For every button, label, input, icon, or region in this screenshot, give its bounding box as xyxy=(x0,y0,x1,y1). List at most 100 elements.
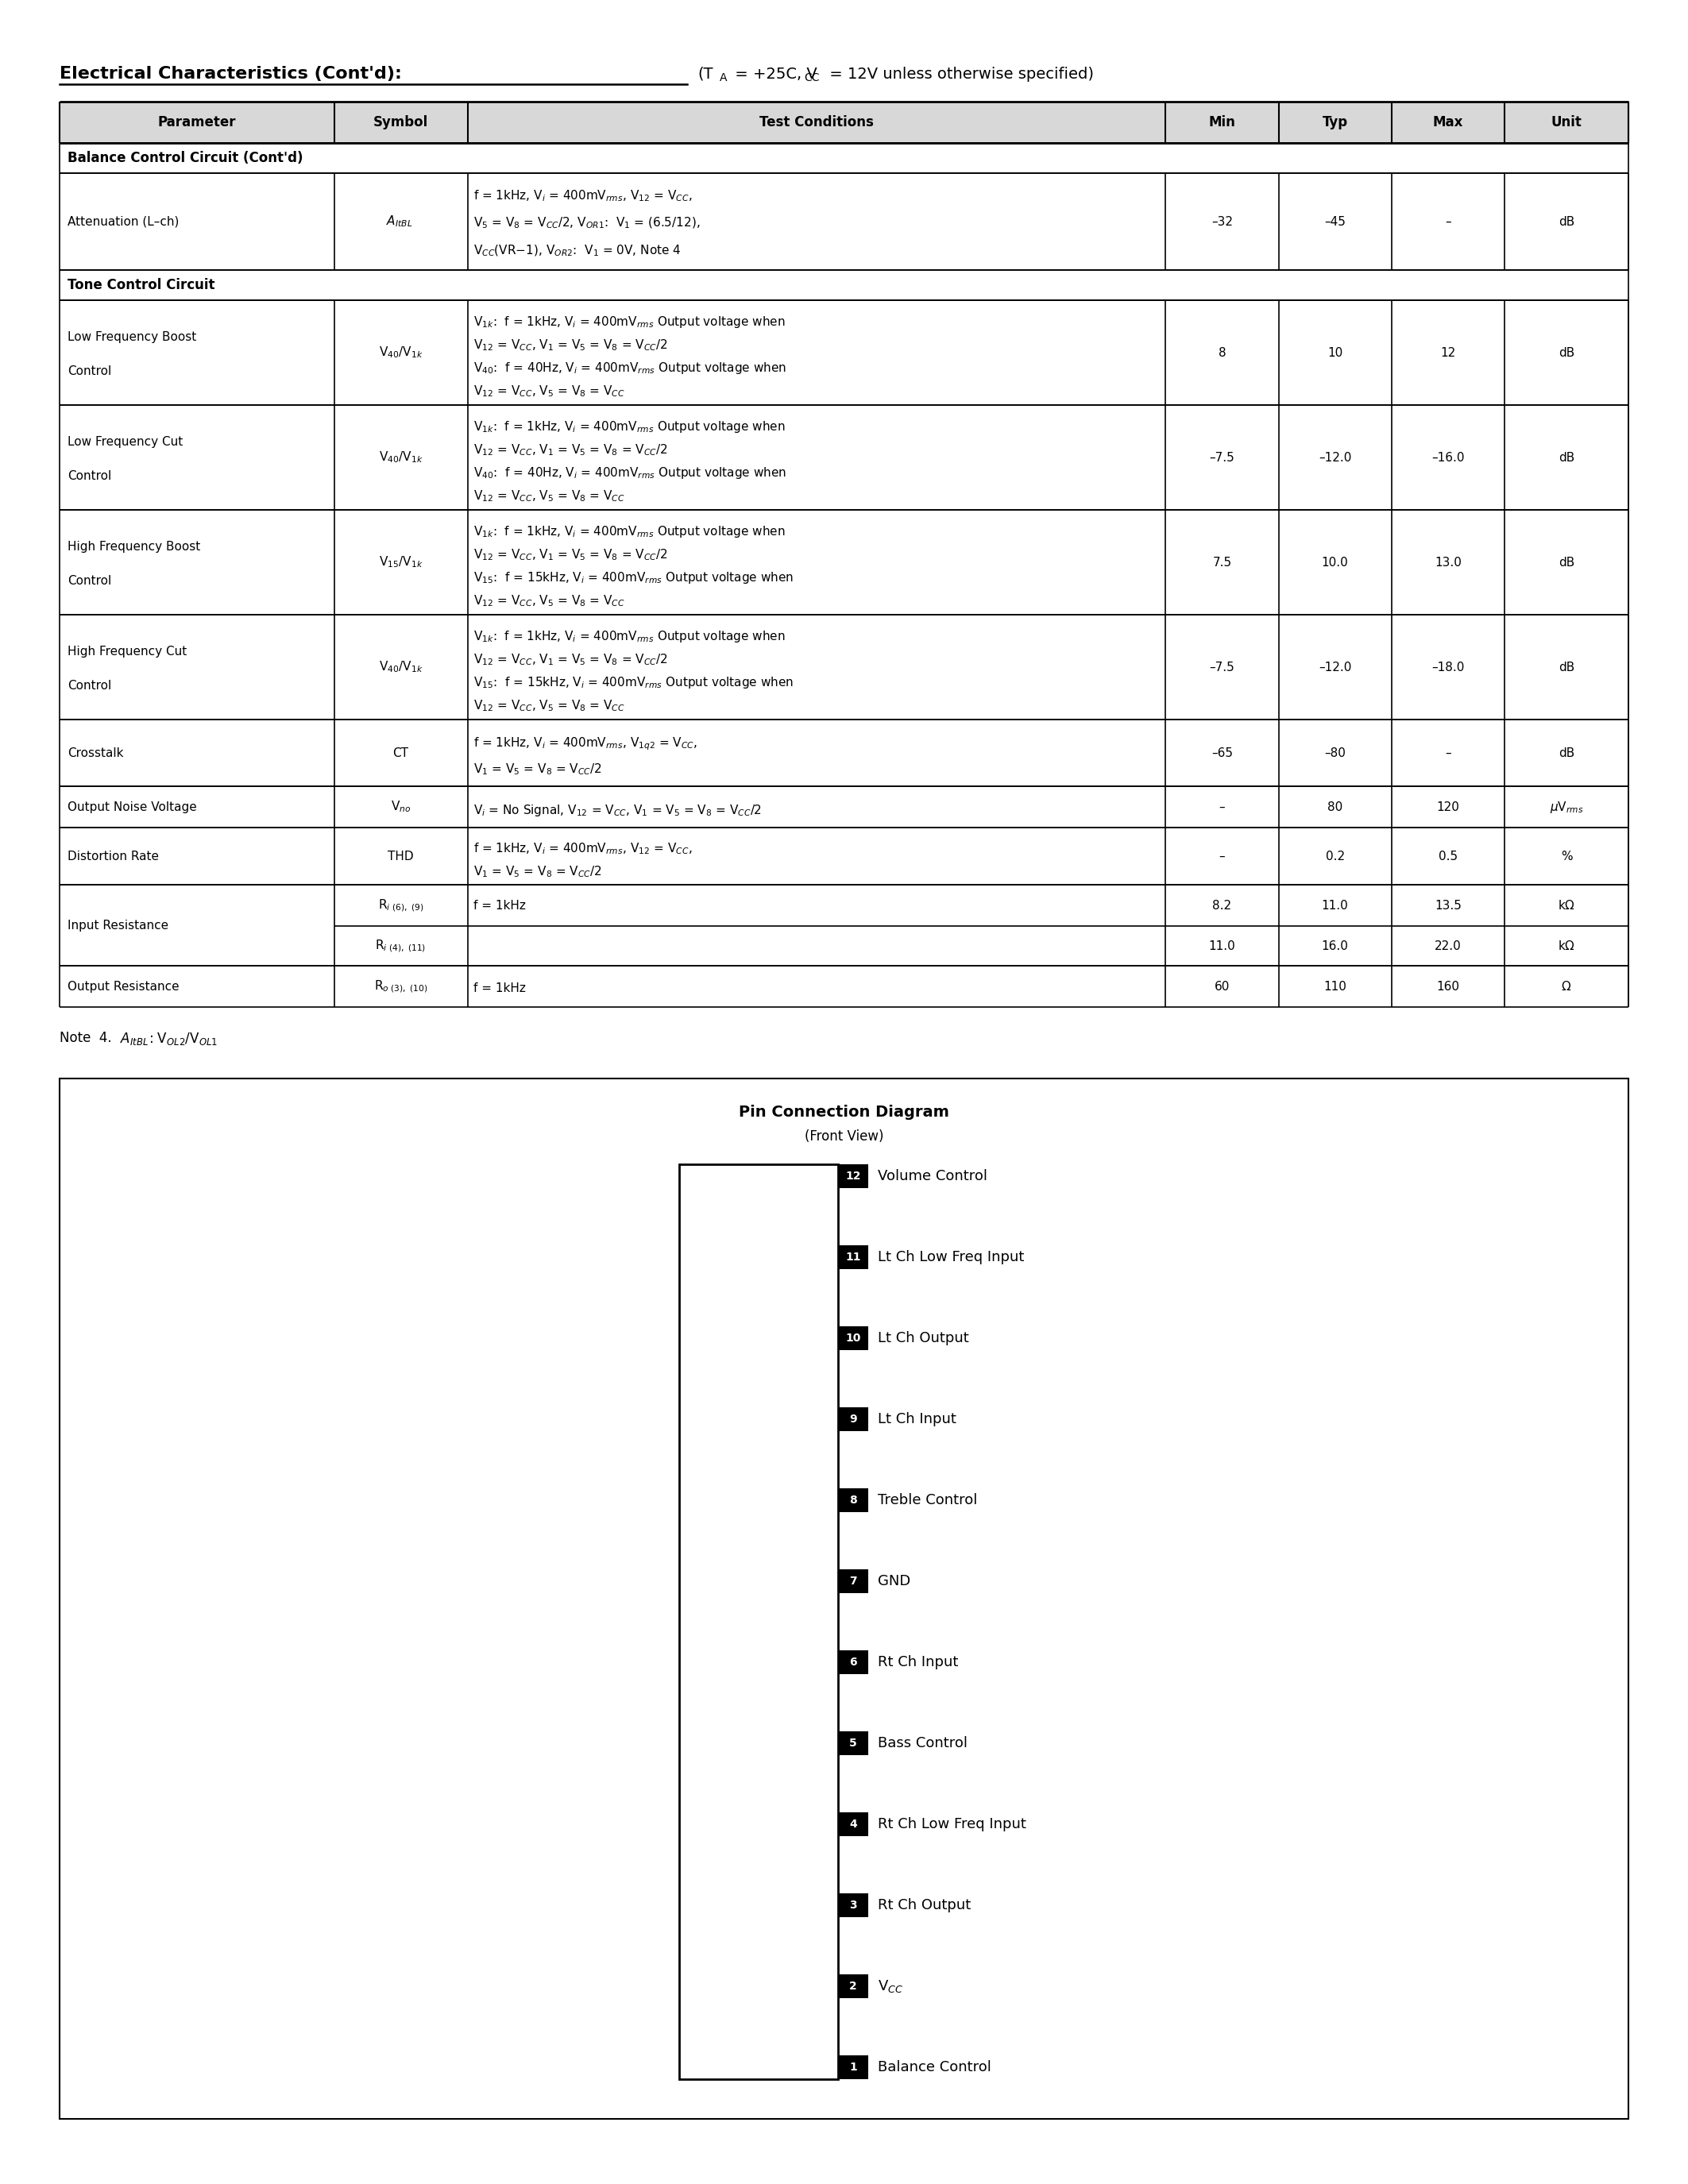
Text: 8.2: 8.2 xyxy=(1212,900,1232,911)
Text: f = 1kHz, V$_i$ = 400mV$_{rms}$, V$_{1q2}$ = V$_{CC}$,: f = 1kHz, V$_i$ = 400mV$_{rms}$, V$_{1q2… xyxy=(474,736,699,751)
Text: 0.2: 0.2 xyxy=(1325,850,1345,863)
Text: –7.5: –7.5 xyxy=(1210,452,1234,463)
Text: 9: 9 xyxy=(849,1413,858,1424)
Text: V$_{1k}$:  f = 1kHz, V$_i$ = 400mV$_{rms}$ Output voltage when: V$_{1k}$: f = 1kHz, V$_i$ = 400mV$_{rms}… xyxy=(474,629,785,644)
Text: V$_{12}$ = V$_{CC}$, V$_5$ = V$_8$ = V$_{CC}$: V$_{12}$ = V$_{CC}$, V$_5$ = V$_8$ = V$_… xyxy=(474,594,625,609)
Text: V$_{no}$: V$_{no}$ xyxy=(390,799,410,815)
Text: Symbol: Symbol xyxy=(373,116,429,129)
Text: Volume Control: Volume Control xyxy=(878,1168,987,1184)
Text: Tone Control Circuit: Tone Control Circuit xyxy=(68,277,214,293)
Text: 7.5: 7.5 xyxy=(1212,557,1232,568)
Text: 5: 5 xyxy=(849,1738,858,1749)
Text: 80: 80 xyxy=(1327,802,1342,812)
Text: GND: GND xyxy=(878,1575,910,1588)
Bar xyxy=(837,1813,868,1837)
Text: dB: dB xyxy=(1558,557,1575,568)
Text: R$_{o\ (3),\ (10)}$: R$_{o\ (3),\ (10)}$ xyxy=(373,978,427,994)
Text: f = 1kHz, V$_i$ = 400mV$_{rms}$, V$_{12}$ = V$_{CC}$,: f = 1kHz, V$_i$ = 400mV$_{rms}$, V$_{12}… xyxy=(474,188,692,203)
Text: 3: 3 xyxy=(849,1900,858,1911)
Text: V$_{12}$ = V$_{CC}$, V$_1$ = V$_5$ = V$_8$ = V$_{CC}$/2: V$_{12}$ = V$_{CC}$, V$_1$ = V$_5$ = V$_… xyxy=(474,548,668,561)
Text: R$_{i\ (4),\ (11)}$: R$_{i\ (4),\ (11)}$ xyxy=(375,939,427,954)
Text: Control: Control xyxy=(68,470,111,483)
Text: –: – xyxy=(1219,802,1225,812)
Text: –: – xyxy=(1445,747,1452,758)
Bar xyxy=(837,1651,868,1675)
Text: Low Frequency Cut: Low Frequency Cut xyxy=(68,437,182,448)
Text: 8: 8 xyxy=(1219,347,1225,358)
Bar xyxy=(837,1164,868,1188)
Text: 22.0: 22.0 xyxy=(1435,939,1462,952)
Text: Rt Ch Output: Rt Ch Output xyxy=(878,1898,971,1913)
Text: k$\Omega$: k$\Omega$ xyxy=(1558,939,1575,952)
Bar xyxy=(837,1487,868,1511)
Bar xyxy=(837,1732,868,1756)
Text: A$_{ItBL}$: A$_{ItBL}$ xyxy=(387,214,412,229)
Text: 8: 8 xyxy=(849,1494,858,1505)
Text: (T: (T xyxy=(697,66,712,81)
Text: = 12V unless otherwise specified): = 12V unless otherwise specified) xyxy=(824,66,1094,81)
Text: V$_{CC}$: V$_{CC}$ xyxy=(878,1979,903,1994)
Text: CT: CT xyxy=(393,747,408,758)
Text: V$_{15}$:  f = 15kHz, V$_i$ = 400mV$_{rms}$ Output voltage when: V$_{15}$: f = 15kHz, V$_i$ = 400mV$_{rms… xyxy=(474,570,793,585)
Text: Bass Control: Bass Control xyxy=(878,1736,967,1749)
Text: A$_{ItBL}$: A$_{ItBL}$ xyxy=(120,1031,149,1046)
Text: Rt Ch Low Freq Input: Rt Ch Low Freq Input xyxy=(878,1817,1026,1832)
Text: –: – xyxy=(1445,216,1452,227)
Text: High Frequency Cut: High Frequency Cut xyxy=(68,646,187,657)
Text: V$_{12}$ = V$_{CC}$, V$_5$ = V$_8$ = V$_{CC}$: V$_{12}$ = V$_{CC}$, V$_5$ = V$_8$ = V$_… xyxy=(474,489,625,505)
Text: Low Frequency Boost: Low Frequency Boost xyxy=(68,332,196,343)
Text: 10.0: 10.0 xyxy=(1322,557,1349,568)
Text: THD: THD xyxy=(388,850,414,863)
Text: 12: 12 xyxy=(1440,347,1455,358)
Text: Electrical Characteristics (Cont'd):: Electrical Characteristics (Cont'd): xyxy=(59,66,402,81)
Text: V$_{15}$:  f = 15kHz, V$_i$ = 400mV$_{rms}$ Output voltage when: V$_{15}$: f = 15kHz, V$_i$ = 400mV$_{rms… xyxy=(474,675,793,690)
Text: Parameter: Parameter xyxy=(157,116,236,129)
Text: $\Omega$: $\Omega$ xyxy=(1561,981,1572,994)
Text: 16.0: 16.0 xyxy=(1322,939,1349,952)
Text: V$_1$ = V$_5$ = V$_8$ = V$_{CC}$/2: V$_1$ = V$_5$ = V$_8$ = V$_{CC}$/2 xyxy=(474,865,603,878)
Text: Balance Control Circuit (Cont'd): Balance Control Circuit (Cont'd) xyxy=(68,151,304,166)
Text: –7.5: –7.5 xyxy=(1210,662,1234,673)
Bar xyxy=(837,1570,868,1592)
Text: V$_{12}$ = V$_{CC}$, V$_1$ = V$_5$ = V$_8$ = V$_{CC}$/2: V$_{12}$ = V$_{CC}$, V$_1$ = V$_5$ = V$_… xyxy=(474,653,668,666)
Bar xyxy=(837,1974,868,1998)
Text: Lt Ch Output: Lt Ch Output xyxy=(878,1330,969,1345)
Text: 10: 10 xyxy=(1327,347,1342,358)
Text: 120: 120 xyxy=(1436,802,1460,812)
Text: V$_{1k}$:  f = 1kHz, V$_i$ = 400mV$_{rms}$ Output voltage when: V$_{1k}$: f = 1kHz, V$_i$ = 400mV$_{rms}… xyxy=(474,314,785,330)
Text: Input Resistance: Input Resistance xyxy=(68,919,169,930)
Text: V$_i$ = No Signal, V$_{12}$ = V$_{CC}$, V$_1$ = V$_5$ = V$_8$ = V$_{CC}$/2: V$_i$ = No Signal, V$_{12}$ = V$_{CC}$, … xyxy=(474,804,763,817)
Text: Distortion Rate: Distortion Rate xyxy=(68,850,159,863)
Text: –18.0: –18.0 xyxy=(1431,662,1465,673)
Text: Rt Ch Input: Rt Ch Input xyxy=(878,1655,959,1669)
Text: V$_{CC}$(VR$-$1), V$_{OR2}$:  V$_1$ = 0V, Note 4: V$_{CC}$(VR$-$1), V$_{OR2}$: V$_1$ = 0V,… xyxy=(474,245,682,258)
Text: V$_{40}$/V$_{1k}$: V$_{40}$/V$_{1k}$ xyxy=(378,450,424,465)
Text: 11.0: 11.0 xyxy=(1322,900,1349,911)
Text: Crosstalk: Crosstalk xyxy=(68,747,123,758)
Text: Lt Ch Low Freq Input: Lt Ch Low Freq Input xyxy=(878,1249,1025,1265)
Text: V$_{12}$ = V$_{CC}$, V$_1$ = V$_5$ = V$_8$ = V$_{CC}$/2: V$_{12}$ = V$_{CC}$, V$_1$ = V$_5$ = V$_… xyxy=(474,443,668,456)
Text: dB: dB xyxy=(1558,216,1575,227)
Bar xyxy=(837,1406,868,1431)
Text: V$_{12}$ = V$_{CC}$, V$_1$ = V$_5$ = V$_8$ = V$_{CC}$/2: V$_{12}$ = V$_{CC}$, V$_1$ = V$_5$ = V$_… xyxy=(474,339,668,352)
Text: Max: Max xyxy=(1433,116,1463,129)
Text: 1: 1 xyxy=(849,2062,858,2073)
Text: Output Resistance: Output Resistance xyxy=(68,981,179,992)
Text: = +25C, V: = +25C, V xyxy=(729,66,817,81)
Text: Unit: Unit xyxy=(1551,116,1582,129)
Text: 160: 160 xyxy=(1436,981,1460,992)
Text: V$_{1k}$:  f = 1kHz, V$_i$ = 400mV$_{rms}$ Output voltage when: V$_{1k}$: f = 1kHz, V$_i$ = 400mV$_{rms}… xyxy=(474,524,785,539)
Text: –12.0: –12.0 xyxy=(1318,662,1352,673)
Text: $\mu$V$_{rms}$: $\mu$V$_{rms}$ xyxy=(1550,799,1583,815)
Bar xyxy=(837,1326,868,1350)
Text: –32: –32 xyxy=(1212,216,1232,227)
Text: Control: Control xyxy=(68,679,111,692)
Text: %: % xyxy=(1561,850,1572,863)
Text: 7: 7 xyxy=(849,1575,858,1588)
Text: 60: 60 xyxy=(1214,981,1231,992)
Text: Balance Control: Balance Control xyxy=(878,2060,991,2075)
Text: A: A xyxy=(719,72,728,83)
Text: Attenuation (L–ch): Attenuation (L–ch) xyxy=(68,216,179,227)
Text: Control: Control xyxy=(68,365,111,378)
Text: 4: 4 xyxy=(849,1819,858,1830)
